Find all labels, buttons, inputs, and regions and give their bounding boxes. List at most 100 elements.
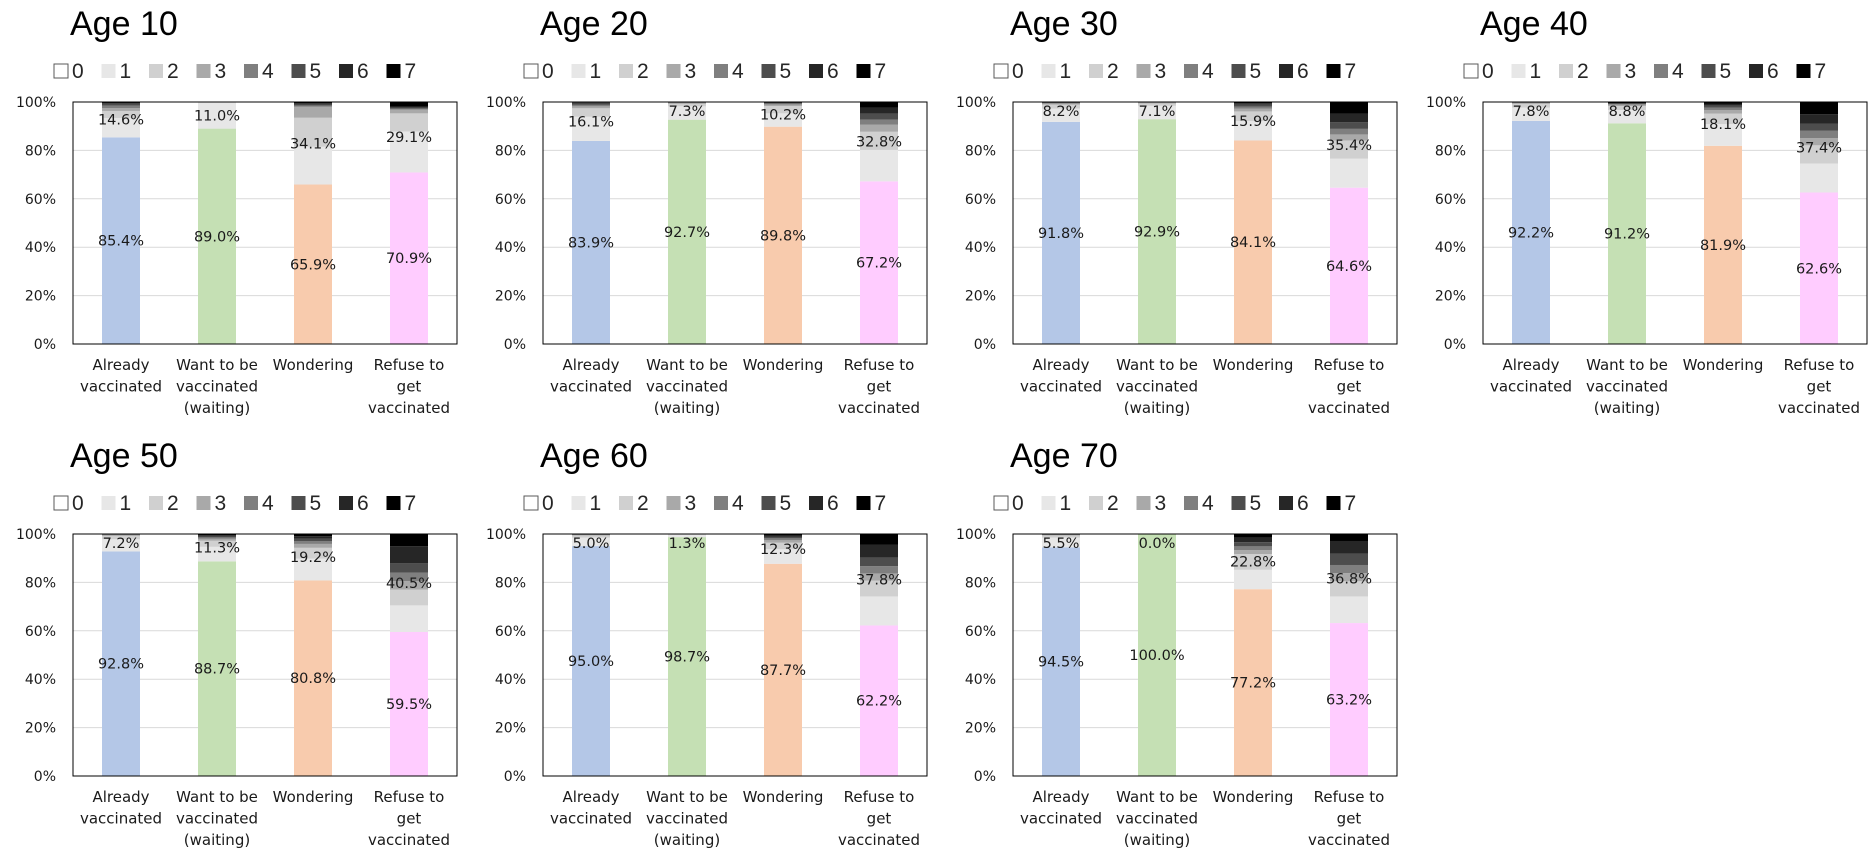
bar-segment-1 — [1234, 121, 1272, 141]
bar-segment-3 — [572, 106, 610, 109]
legend-swatch-0 — [993, 495, 1009, 511]
bar-stack-4: 62.2% 37.8% — [856, 534, 902, 776]
bar-segment-4 — [294, 541, 332, 544]
legend-swatch-4 — [1184, 496, 1198, 510]
legend-swatch-7 — [1326, 496, 1341, 510]
legend-label-7: 7 — [1815, 60, 1827, 83]
plot-area: 0% 20% 40% 60% 80% 100% 83.9% 16.1% Already vacci… — [486, 95, 928, 417]
bar-stack-4: 70.9% 29.1% — [386, 102, 432, 344]
y-tick-label: 60% — [495, 624, 526, 640]
legend: 0 1 2 3 4 5 6 7 — [1463, 60, 1827, 83]
bar-segment-0 — [1330, 623, 1368, 776]
bar-segment-0 — [198, 561, 236, 776]
bar-segment-1 — [198, 546, 236, 562]
legend-label-3: 3 — [1155, 60, 1167, 83]
legend: 0 1 2 3 4 5 6 7 — [523, 492, 886, 515]
legend-label-5: 5 — [310, 60, 322, 83]
bar-segment-0 — [102, 137, 140, 344]
category-label: vaccinated — [176, 810, 258, 828]
legend-label-7: 7 — [875, 60, 887, 83]
bar-segment-1 — [860, 596, 898, 626]
bar-segment-0 — [390, 172, 428, 344]
bar-segment-2 — [1608, 105, 1646, 110]
data-label-zero: 84.1% — [1230, 235, 1276, 251]
data-label-rest: 32.8% — [856, 135, 902, 151]
legend-swatch-1 — [101, 64, 116, 78]
bar-segment-4 — [860, 119, 898, 125]
bar-segment-0 — [572, 140, 610, 344]
category-label: Want to be — [176, 788, 258, 806]
category-label: Want to be — [1586, 356, 1668, 374]
bar-segment-7 — [294, 534, 332, 537]
y-tick-label: 0% — [504, 337, 526, 353]
bar-segment-2 — [572, 535, 610, 538]
category-label: Refuse to — [1314, 788, 1385, 806]
category-label: (waiting) — [1594, 399, 1660, 417]
bar-segment-3 — [1330, 134, 1368, 141]
chart-title: Age 30 — [1010, 5, 1118, 43]
legend-swatch-0 — [523, 495, 539, 511]
bar-stack-2: 92.9% 7.1% — [1134, 102, 1180, 344]
legend: 0 1 2 3 4 5 6 7 — [993, 60, 1356, 83]
bar-segment-2 — [1234, 554, 1272, 570]
bar-segment-5 — [390, 563, 428, 573]
bar-segment-0 — [1608, 123, 1646, 345]
data-label-zero: 63.2% — [1326, 693, 1372, 709]
bar-segment-4 — [198, 537, 236, 539]
plot-area: 0% 20% 40% 60% 80% 100% 95.0% 5.0% Already vaccin… — [486, 527, 928, 849]
bar-segment-3 — [102, 535, 140, 536]
bar-segment-0 — [572, 546, 610, 776]
category-label: (waiting) — [1124, 399, 1190, 417]
legend-swatch-7 — [856, 496, 871, 510]
y-tick-label: 80% — [25, 143, 56, 159]
chart-title: Age 20 — [540, 5, 648, 43]
legend-swatch-6 — [809, 496, 823, 510]
bar-segment-2 — [294, 547, 332, 559]
bar-segment-3 — [860, 573, 898, 581]
data-label-zero: 65.9% — [290, 257, 336, 273]
category-label: Wondering — [743, 788, 824, 806]
legend-swatch-6 — [809, 64, 823, 78]
bar-segment-3 — [764, 540, 802, 543]
bar-segment-7 — [860, 102, 898, 108]
bar-segment-4 — [1608, 104, 1646, 105]
bar-segment-5 — [1704, 105, 1742, 108]
bar-segment-5 — [1800, 123, 1838, 131]
bar-segment-1 — [198, 102, 236, 129]
bar-segment-3 — [294, 543, 332, 548]
y-tick-label: 80% — [1435, 143, 1466, 159]
bar-segment-3 — [1704, 109, 1742, 114]
legend-label-3: 3 — [1625, 60, 1637, 83]
data-label-rest: 18.1% — [1700, 117, 1746, 133]
y-tick-label: 60% — [965, 624, 996, 640]
category-label: Refuse to — [374, 356, 445, 374]
y-tick-label: 100% — [486, 527, 526, 543]
bar-stack-3: 81.9% 18.1% — [1700, 102, 1746, 344]
bar-stack-3: 84.1% 15.9% — [1230, 102, 1276, 344]
data-label-rest: 11.0% — [194, 108, 240, 124]
bar-segment-5 — [860, 557, 898, 567]
y-tick-label: 20% — [495, 721, 526, 737]
bar-segment-1 — [102, 117, 140, 138]
legend-label-6: 6 — [357, 492, 369, 515]
bar-segment-5 — [1608, 103, 1646, 105]
bar-segment-4 — [764, 538, 802, 541]
data-label-zero: 95.0% — [568, 654, 614, 670]
category-label: get — [1337, 810, 1362, 828]
bar-segment-2 — [1800, 145, 1838, 164]
bar-segment-1 — [1800, 163, 1838, 193]
bar-segment-6 — [294, 103, 332, 105]
bar-segment-5 — [1330, 553, 1368, 565]
category-label: Want to be — [176, 356, 258, 374]
legend-swatch-1 — [571, 496, 586, 510]
bar-segment-2 — [764, 106, 802, 114]
data-label-zero: 88.7% — [194, 662, 240, 678]
legend-swatch-2 — [619, 64, 633, 78]
data-label-rest: 7.1% — [1139, 104, 1176, 120]
plot-area: 0% 20% 40% 60% 80% 100% 85.4% 14.6% Already vacci… — [16, 95, 458, 417]
bar-segment-3 — [102, 108, 140, 111]
category-label: vaccinated — [368, 831, 450, 849]
bar-segment-1 — [1138, 105, 1176, 120]
y-tick-label: 60% — [965, 192, 996, 208]
bar-segment-3 — [764, 104, 802, 107]
